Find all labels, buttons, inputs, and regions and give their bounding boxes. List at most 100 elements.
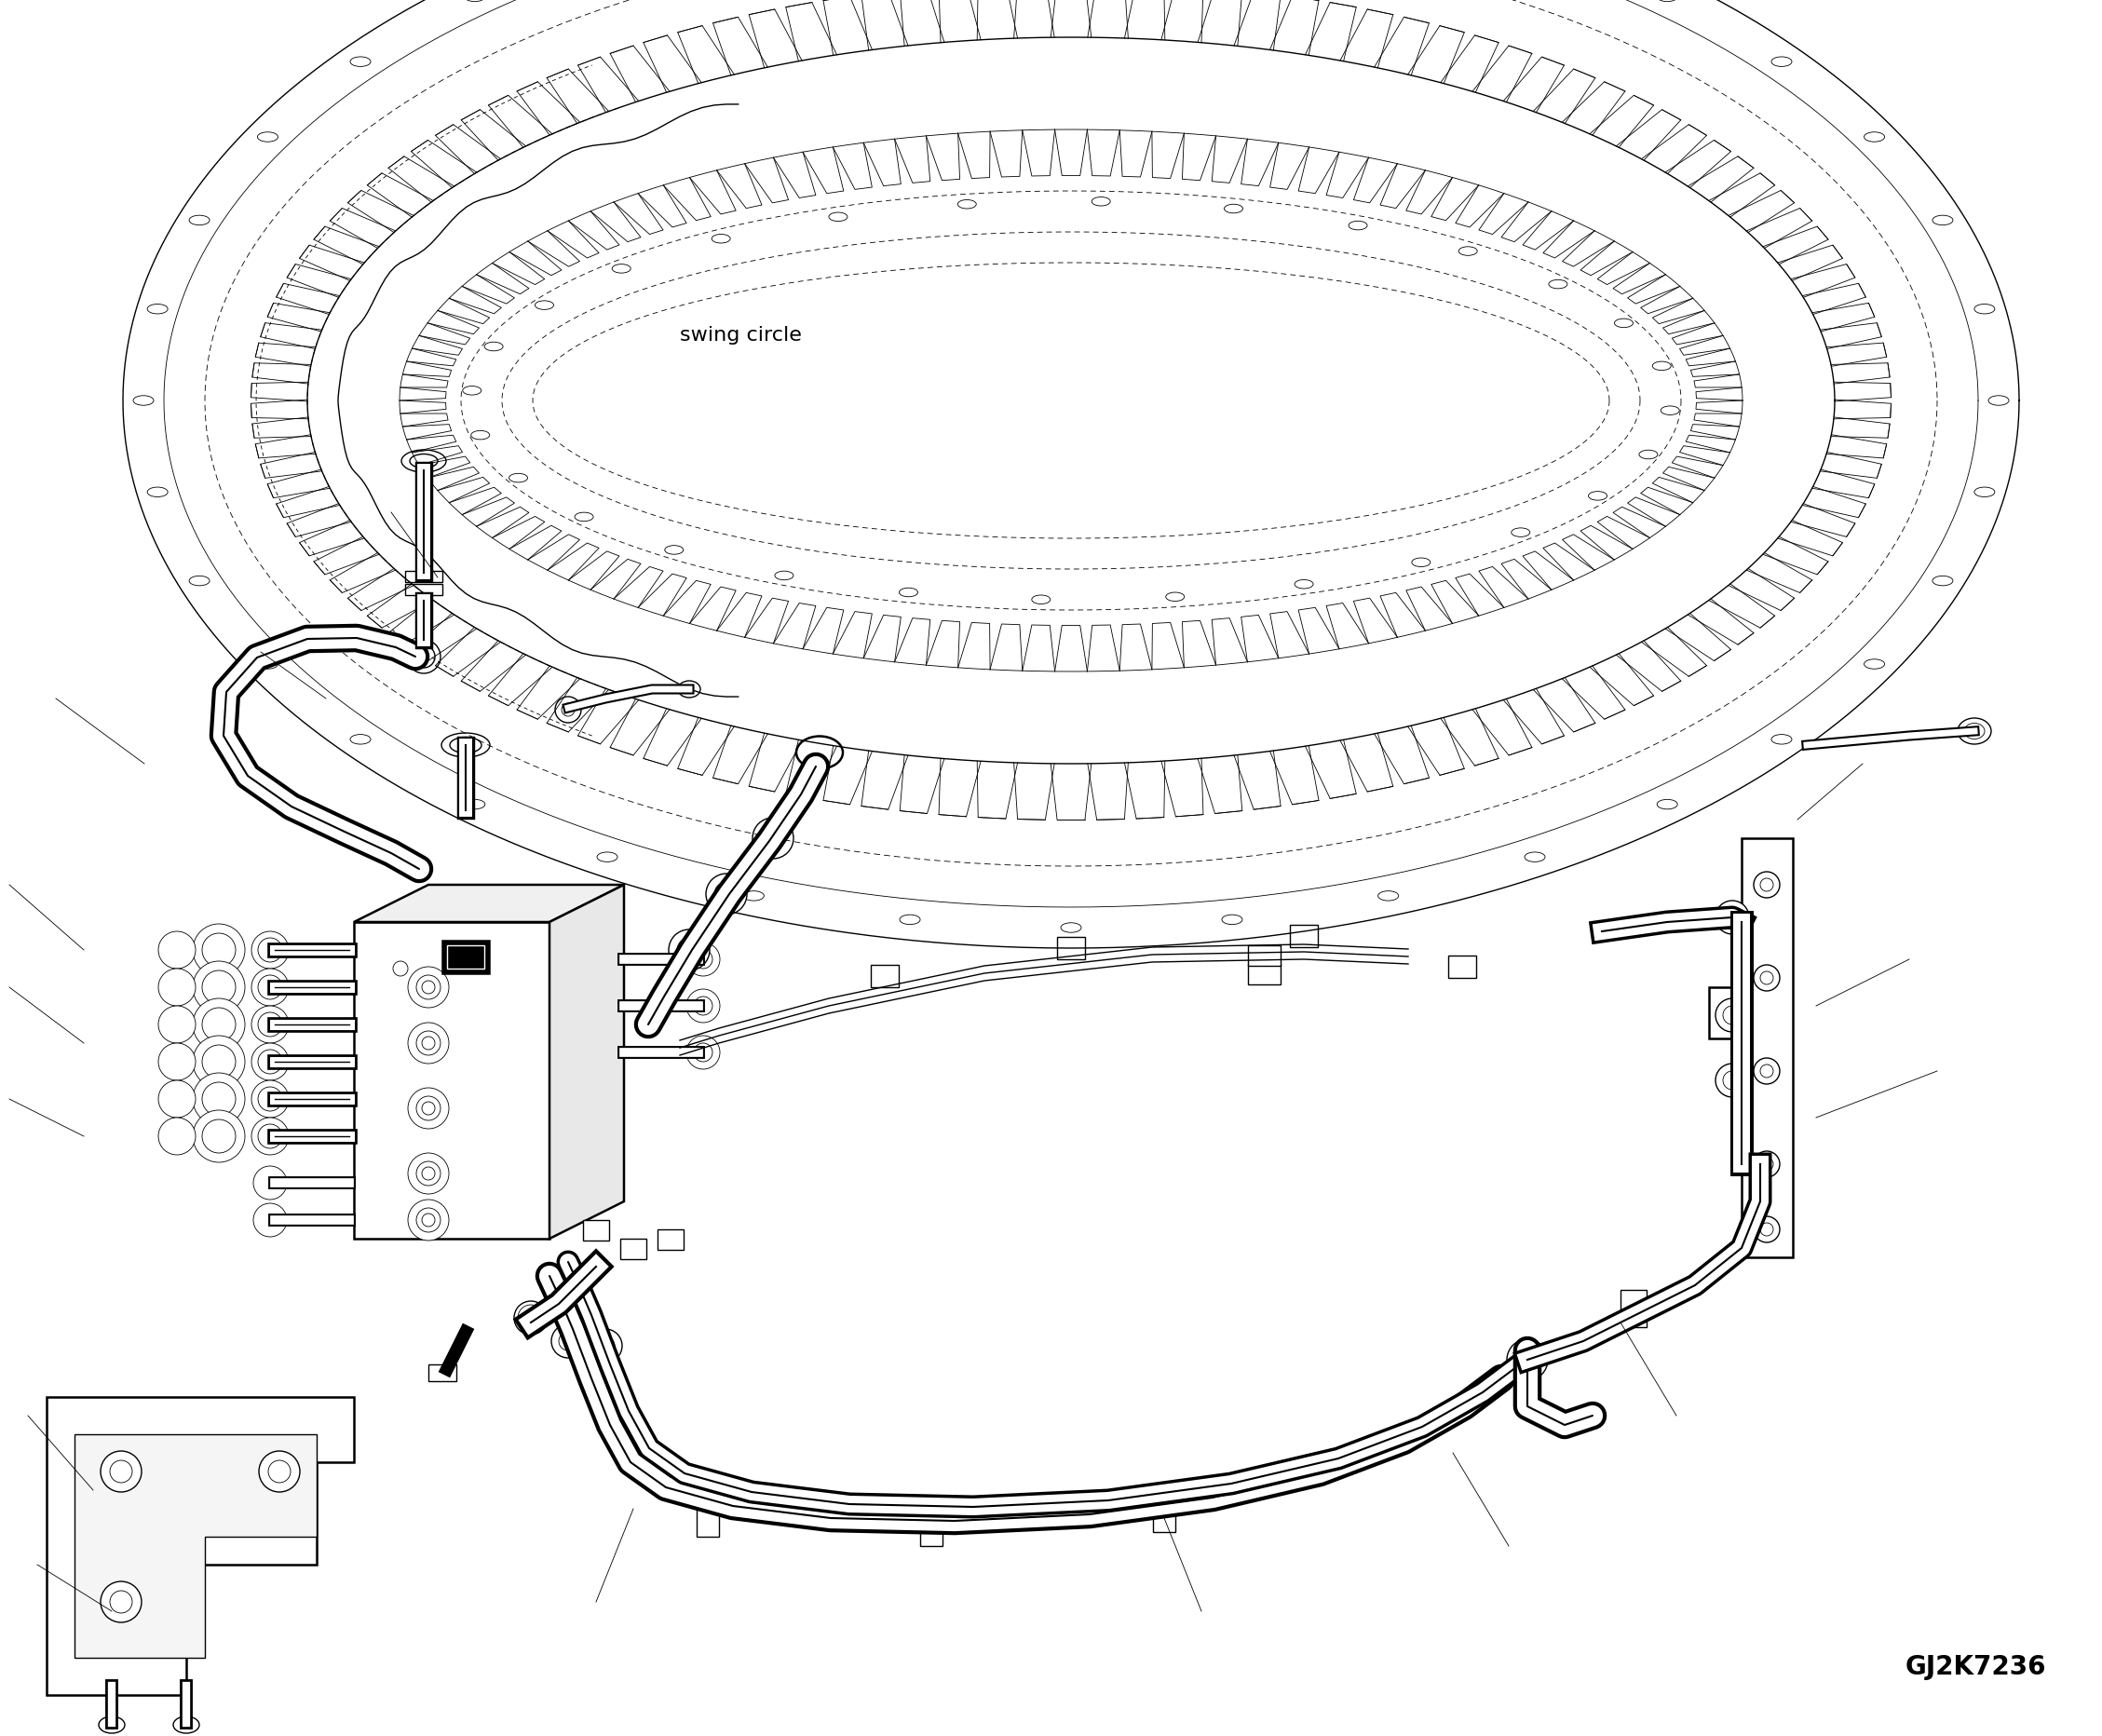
FancyBboxPatch shape [921, 1509, 942, 1547]
Circle shape [753, 818, 792, 859]
Circle shape [158, 969, 195, 1005]
Circle shape [416, 1161, 441, 1186]
Circle shape [259, 976, 282, 1000]
Ellipse shape [450, 738, 481, 753]
FancyBboxPatch shape [1249, 963, 1280, 984]
Text: GJ2K7236: GJ2K7236 [1904, 1654, 2045, 1680]
Circle shape [259, 1451, 301, 1491]
Circle shape [582, 1337, 610, 1363]
Circle shape [694, 1043, 713, 1062]
FancyBboxPatch shape [658, 1229, 683, 1250]
FancyBboxPatch shape [1743, 838, 1793, 1257]
Circle shape [408, 1200, 450, 1241]
Circle shape [715, 882, 738, 906]
Circle shape [1759, 878, 1774, 891]
Circle shape [252, 930, 288, 969]
Circle shape [259, 1087, 282, 1111]
Circle shape [597, 1337, 614, 1356]
Ellipse shape [1963, 724, 1984, 740]
Ellipse shape [172, 1717, 200, 1733]
FancyBboxPatch shape [1291, 925, 1318, 948]
Circle shape [521, 1309, 540, 1326]
FancyBboxPatch shape [441, 941, 490, 974]
FancyBboxPatch shape [1709, 988, 1747, 1038]
Circle shape [687, 943, 719, 976]
Circle shape [101, 1451, 141, 1491]
Circle shape [416, 976, 441, 1000]
Circle shape [1759, 1158, 1774, 1170]
Circle shape [252, 1118, 288, 1154]
FancyBboxPatch shape [448, 946, 483, 969]
Circle shape [408, 1153, 450, 1194]
Circle shape [687, 990, 719, 1023]
Circle shape [1715, 901, 1749, 934]
Circle shape [589, 1330, 622, 1363]
Circle shape [193, 1109, 246, 1163]
Circle shape [259, 937, 282, 962]
FancyBboxPatch shape [620, 1240, 645, 1259]
Circle shape [668, 929, 710, 970]
Circle shape [259, 1050, 282, 1075]
Circle shape [706, 873, 746, 915]
Circle shape [193, 924, 246, 976]
Circle shape [193, 962, 246, 1014]
Circle shape [259, 1012, 282, 1036]
Circle shape [423, 1213, 435, 1227]
Circle shape [687, 1036, 719, 1069]
Circle shape [589, 1344, 603, 1358]
Polygon shape [74, 1434, 317, 1658]
Circle shape [412, 646, 435, 668]
Circle shape [677, 937, 702, 962]
Circle shape [252, 1080, 288, 1118]
Circle shape [158, 1005, 195, 1043]
Circle shape [555, 696, 580, 722]
FancyBboxPatch shape [582, 1220, 610, 1241]
Circle shape [202, 1045, 235, 1078]
Circle shape [1753, 1151, 1780, 1177]
Circle shape [515, 1300, 549, 1335]
Circle shape [423, 1167, 435, 1180]
FancyBboxPatch shape [1621, 1290, 1646, 1326]
Circle shape [109, 1460, 132, 1483]
Circle shape [423, 981, 435, 993]
Circle shape [202, 1007, 235, 1042]
Circle shape [1507, 1338, 1547, 1380]
Ellipse shape [99, 1717, 124, 1733]
FancyBboxPatch shape [1057, 937, 1085, 960]
Circle shape [1724, 1071, 1743, 1090]
Circle shape [193, 1073, 246, 1125]
Circle shape [193, 998, 246, 1050]
Circle shape [1759, 1064, 1774, 1078]
FancyBboxPatch shape [406, 571, 441, 582]
Ellipse shape [679, 681, 700, 698]
FancyBboxPatch shape [406, 583, 441, 595]
Ellipse shape [410, 455, 437, 469]
Circle shape [202, 1082, 235, 1116]
Circle shape [254, 1167, 286, 1200]
FancyBboxPatch shape [1448, 955, 1476, 977]
Circle shape [416, 1095, 441, 1120]
Circle shape [1759, 1222, 1774, 1236]
Circle shape [252, 969, 288, 1005]
FancyBboxPatch shape [1154, 1495, 1175, 1533]
FancyBboxPatch shape [696, 1500, 719, 1536]
FancyBboxPatch shape [1249, 946, 1280, 965]
Circle shape [517, 1305, 544, 1332]
Circle shape [158, 930, 195, 969]
Circle shape [254, 1203, 286, 1236]
Circle shape [109, 1590, 132, 1613]
Polygon shape [353, 922, 549, 1240]
Circle shape [252, 1005, 288, 1043]
Circle shape [416, 1208, 441, 1233]
Circle shape [202, 1120, 235, 1153]
Ellipse shape [797, 736, 843, 769]
Circle shape [423, 1036, 435, 1050]
Polygon shape [46, 1397, 353, 1694]
Circle shape [561, 703, 574, 717]
Circle shape [408, 1023, 450, 1064]
Polygon shape [549, 885, 624, 1240]
Circle shape [1759, 972, 1774, 984]
Circle shape [694, 996, 713, 1016]
Circle shape [408, 967, 450, 1007]
Circle shape [1715, 1064, 1749, 1097]
